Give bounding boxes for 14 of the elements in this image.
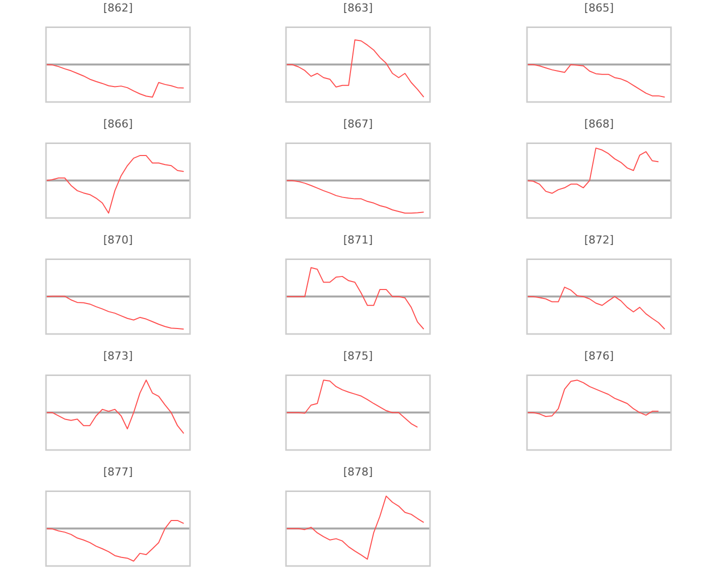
- chart-title: [872]: [584, 233, 614, 246]
- chart-title: [876]: [584, 349, 614, 362]
- chart-title: [862]: [103, 1, 133, 14]
- chart-title: [863]: [343, 1, 373, 14]
- chart-title: [871]: [343, 233, 373, 246]
- chart-title: [870]: [103, 233, 133, 246]
- chart-title: [878]: [343, 465, 373, 478]
- chart-title: [873]: [103, 349, 133, 362]
- chart-title: [865]: [584, 1, 614, 14]
- chart-title: [868]: [584, 117, 614, 130]
- chart-title: [875]: [343, 349, 373, 362]
- chart-title: [867]: [343, 117, 373, 130]
- chart-title: [866]: [103, 117, 133, 130]
- chart-title: [877]: [103, 465, 133, 478]
